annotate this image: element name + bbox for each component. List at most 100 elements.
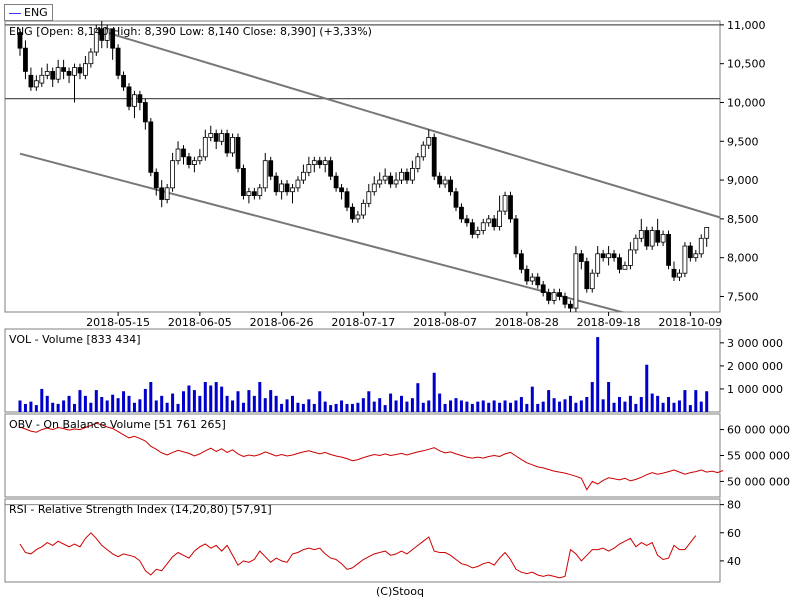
volume-bar [18, 400, 22, 412]
volume-bar [596, 337, 600, 412]
candle-body [633, 237, 639, 251]
volume-bar [269, 390, 273, 412]
candle-body [529, 276, 535, 282]
candle-body [333, 175, 339, 189]
volume-bar [465, 401, 469, 412]
volume-bar [612, 402, 616, 412]
volume-bar [192, 390, 196, 412]
candle-body [99, 28, 105, 41]
candle-body [148, 121, 154, 173]
candle-body [300, 171, 306, 181]
candle-body [279, 183, 285, 193]
volume-bar [73, 403, 76, 412]
volume-bar [94, 390, 98, 412]
volume-bar [568, 395, 572, 412]
volume-bar [530, 386, 534, 412]
candle-body [23, 47, 28, 72]
volume-bar [541, 401, 545, 412]
volume-bar [329, 405, 333, 412]
candle-body [328, 160, 334, 177]
candle-body [420, 144, 426, 158]
volume-bar [487, 402, 491, 412]
candle-body [110, 28, 116, 49]
volume-bar [160, 395, 164, 412]
volume-bar [421, 402, 425, 412]
candle-body [208, 133, 214, 138]
volume-bar [405, 401, 409, 412]
volume-bar [198, 395, 202, 412]
volume-panel-title: VOL - Volume [833 434] [9, 333, 141, 346]
volume-bar [247, 390, 251, 412]
candle-body [77, 67, 83, 74]
volume-bar [574, 402, 578, 412]
volume-bar [672, 402, 676, 412]
volume-bar [383, 405, 387, 412]
volume-bar [677, 400, 681, 412]
candle-body [66, 71, 72, 76]
volume-bar [607, 382, 611, 412]
volume-bar [454, 398, 458, 412]
footer-credit: (C)Stooq [375, 585, 424, 598]
candle-body [393, 179, 399, 185]
candle-body [562, 296, 568, 305]
volume-bar [56, 403, 60, 412]
candle-body [660, 233, 666, 243]
volume-bar [45, 395, 49, 412]
candle-body [437, 175, 443, 185]
volume-bar [650, 393, 654, 412]
y-tick-label: 10,000 [727, 96, 766, 109]
volume-bar [307, 399, 311, 412]
volume-bar [318, 391, 322, 412]
candle-body [360, 202, 366, 216]
candle-body [666, 233, 671, 266]
volume-bar [241, 402, 245, 412]
candle-body [153, 171, 159, 189]
candle-body [17, 32, 23, 49]
candle-body [126, 86, 132, 107]
candle-body [202, 136, 208, 158]
candle-body [611, 253, 617, 259]
candle-body [589, 272, 595, 290]
candle-body [448, 179, 453, 193]
volume-bar [470, 403, 474, 412]
legend: ENG [4, 4, 53, 21]
candle-body [557, 292, 562, 297]
volume-bar [372, 401, 376, 412]
candle-body [573, 253, 579, 309]
candle-body [290, 187, 295, 193]
candle-body [137, 94, 143, 103]
candle-body [115, 47, 121, 76]
candle-body [595, 253, 601, 274]
volume-bar [694, 390, 698, 412]
candle-body [644, 230, 650, 247]
volume-bar [400, 395, 403, 412]
x-tick-label: 2018-09-18 [577, 316, 641, 329]
x-tick-label: 2018-10-09 [658, 316, 722, 329]
candle-body [262, 160, 268, 189]
candle-body [524, 268, 530, 282]
candle-body [306, 164, 312, 173]
candle-body [655, 230, 661, 243]
volume-bar [536, 403, 540, 412]
y-tick-label: 10,500 [727, 58, 766, 71]
y-tick-label: 60 [727, 527, 741, 540]
volume-bar [432, 372, 436, 412]
candle-body [246, 191, 252, 197]
trend-line [19, 152, 626, 312]
volume-bar [667, 397, 671, 412]
volume-bar [187, 385, 191, 412]
volume-bar [132, 402, 136, 412]
volume-bar [274, 395, 278, 412]
volume-bar [367, 391, 371, 412]
volume-bar [154, 400, 158, 412]
candle-body [235, 136, 241, 169]
candle-body [497, 210, 503, 228]
candle-body [388, 175, 394, 185]
volume-bar [334, 403, 338, 412]
candle-body [224, 133, 230, 154]
volume-bar [323, 401, 327, 412]
volume-bar [51, 402, 55, 412]
volume-bar [285, 399, 289, 412]
candle-body [197, 156, 203, 162]
volume-bar [171, 393, 175, 412]
